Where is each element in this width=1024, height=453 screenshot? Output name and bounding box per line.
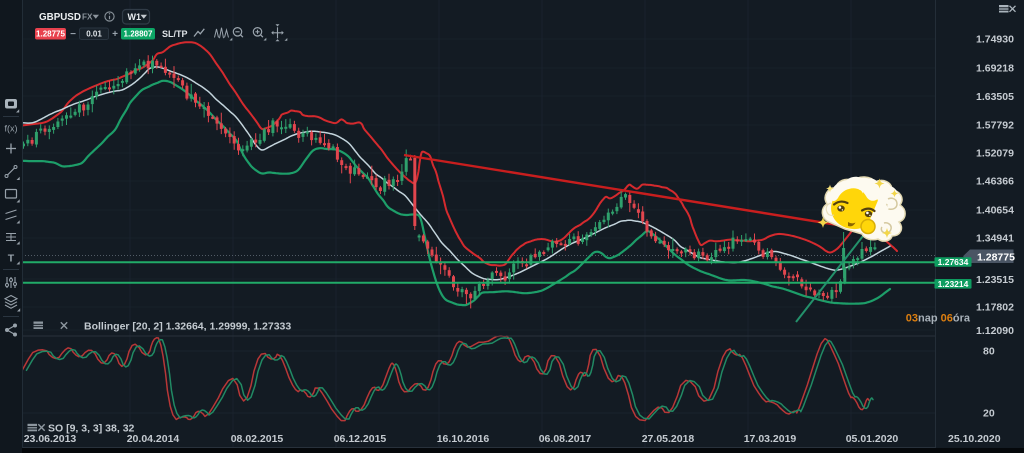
svg-text:20: 20 bbox=[983, 408, 995, 420]
svg-text:80: 80 bbox=[983, 346, 995, 358]
svg-text:06.12.2015: 06.12.2015 bbox=[334, 433, 387, 445]
svg-text:25.10.2020: 25.10.2020 bbox=[948, 433, 1001, 445]
svg-text:1.27634: 1.27634 bbox=[938, 257, 969, 267]
svg-text:16.10.2016: 16.10.2016 bbox=[437, 433, 490, 445]
svg-text:1.28807: 1.28807 bbox=[124, 29, 153, 38]
svg-text:1.12090: 1.12090 bbox=[976, 325, 1014, 337]
svg-text:20.04.2014: 20.04.2014 bbox=[127, 433, 180, 445]
svg-text:27.05.2018: 27.05.2018 bbox=[642, 433, 695, 445]
svg-text:1.23515: 1.23515 bbox=[976, 274, 1014, 286]
svg-text:17.03.2019: 17.03.2019 bbox=[744, 433, 797, 445]
svg-text:FX: FX bbox=[82, 13, 93, 22]
svg-text:1.28775: 1.28775 bbox=[36, 29, 65, 38]
svg-text:T: T bbox=[8, 253, 15, 265]
svg-text:1.69218: 1.69218 bbox=[976, 63, 1014, 75]
svg-text:f(x): f(x) bbox=[5, 124, 18, 134]
svg-text:1.74930: 1.74930 bbox=[976, 34, 1014, 46]
svg-text:GBPUSD: GBPUSD bbox=[39, 12, 81, 23]
svg-text:W1: W1 bbox=[128, 12, 142, 22]
svg-text:−: − bbox=[70, 29, 76, 40]
svg-text:05.01.2020: 05.01.2020 bbox=[846, 433, 899, 445]
svg-text:08.02.2015: 08.02.2015 bbox=[231, 433, 284, 445]
svg-text:1.23214: 1.23214 bbox=[938, 279, 969, 289]
svg-text:1.57792: 1.57792 bbox=[976, 120, 1014, 132]
svg-text:1.40654: 1.40654 bbox=[976, 205, 1014, 217]
svg-text:SO [9, 3, 3] 38, 32: SO [9, 3, 3] 38, 32 bbox=[48, 422, 135, 434]
svg-text:1.63505: 1.63505 bbox=[976, 91, 1014, 103]
svg-text:1.17802: 1.17802 bbox=[976, 302, 1014, 314]
svg-text:Bollinger [20, 2] 1.32664, 1.2: Bollinger [20, 2] 1.32664, 1.29999, 1.27… bbox=[84, 320, 291, 332]
svg-text:1.52079: 1.52079 bbox=[976, 148, 1014, 160]
svg-text:1.28775: 1.28775 bbox=[977, 251, 1015, 263]
svg-text:1.34941: 1.34941 bbox=[976, 233, 1014, 245]
svg-text:03nap 06óra: 03nap 06óra bbox=[906, 313, 971, 325]
svg-text:+: + bbox=[112, 29, 118, 40]
svg-text:06.08.2017: 06.08.2017 bbox=[539, 433, 592, 445]
svg-text:23.06.2013: 23.06.2013 bbox=[24, 433, 77, 445]
svg-text:1.46366: 1.46366 bbox=[976, 176, 1014, 188]
svg-text:0.01: 0.01 bbox=[86, 29, 102, 38]
svg-text:SL/TP: SL/TP bbox=[162, 29, 188, 39]
